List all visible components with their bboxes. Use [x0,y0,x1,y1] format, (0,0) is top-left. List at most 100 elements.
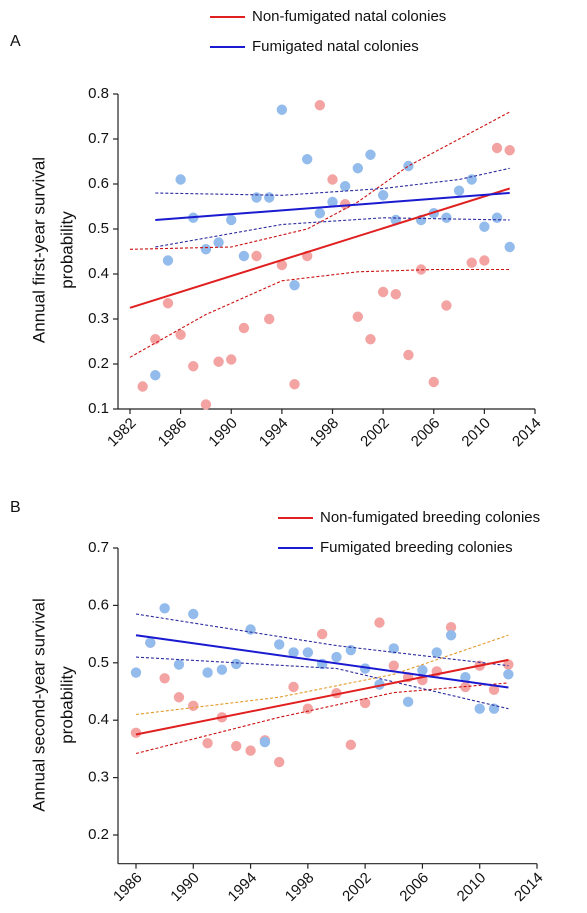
y-axis-label: Annual second-year survival [29,598,48,812]
data-point [339,199,351,210]
data-point [302,703,314,714]
x-tick-label: 2006 [396,869,432,905]
data-point [365,149,376,160]
data-point [202,737,213,749]
y-tick-label: 0.4 [88,711,109,728]
data-point [359,663,371,674]
data-point [288,647,299,658]
data-point [374,617,385,628]
data-point [491,212,503,223]
x-tick-label: 1982 [104,415,140,451]
data-point [188,361,199,372]
data-point [159,603,170,614]
data-point [162,255,174,266]
data-point [479,221,490,232]
y-tick-label: 0.4 [88,265,109,282]
data-point [200,399,212,410]
trend-line [135,634,509,689]
confidence-line [135,682,509,755]
data-point [314,208,326,219]
data-point [377,286,389,298]
data-point [388,660,399,671]
data-point [352,311,364,322]
confidence-line [129,111,510,250]
data-point [213,356,224,367]
y-axis-label: Annual first-year survival [29,157,48,343]
x-tick-label: 2006 [408,415,444,451]
y-axis-label: probability [57,211,76,289]
data-point [264,192,275,203]
data-point [466,174,477,185]
x-tick-label: 1986 [155,415,191,451]
data-point [276,104,288,115]
data-point [216,664,228,675]
data-point [213,237,224,248]
data-point [289,379,300,390]
data-point [251,250,262,262]
x-tick-label: 2002 [339,869,375,905]
x-tick-label: 1998 [307,415,343,451]
data-point [302,647,314,658]
data-point [226,354,237,365]
y-tick-label: 0.7 [88,130,109,147]
data-point [173,659,185,670]
data-point [316,628,328,640]
data-point [173,692,185,703]
data-point [231,740,242,752]
data-point [445,630,457,641]
data-point [403,349,414,361]
data-point [314,100,326,111]
x-tick-label: 1998 [282,869,318,905]
confidence-line [135,656,509,710]
data-point [130,727,142,739]
data-point [238,322,250,334]
x-tick-label: 1994 [225,869,261,905]
y-tick-label: 0.1 [88,400,109,417]
panel-label: A [10,33,21,50]
data-point [466,257,477,268]
data-point [441,300,452,311]
legend-label: Fumigated breeding colonies [320,539,513,556]
data-point [479,255,490,266]
data-point [150,370,161,381]
data-point [390,289,401,300]
data-point [274,639,285,650]
data-point [251,192,262,203]
data-point [345,644,357,656]
legend-label: Fumigated natal colonies [252,38,419,55]
data-point [200,244,212,255]
y-tick-label: 0.2 [88,355,109,372]
data-point [264,313,275,325]
panel-label: B [10,499,21,516]
data-point [175,329,186,340]
data-point [188,608,199,620]
data-point [289,280,300,291]
legend-label: Non-fumigated natal colonies [252,8,446,25]
x-tick-label: 2010 [458,415,494,451]
data-point [301,154,313,165]
confidence-line [135,613,509,667]
data-point [453,185,465,196]
data-point [441,212,452,223]
y-tick-label: 0.2 [88,826,109,843]
data-point [202,667,213,678]
data-point [162,298,174,309]
trend-line [155,192,510,221]
data-point [402,696,414,708]
data-point [431,647,442,658]
data-point [274,756,285,768]
data-point [504,145,515,156]
data-point [137,381,148,392]
trend-line [129,187,510,309]
confidence-line [135,634,509,716]
data-point [488,684,500,695]
data-point [359,697,371,709]
x-tick-label: 1990 [167,869,203,905]
data-point [130,667,142,678]
data-point [491,142,503,154]
trend-line [135,658,509,736]
x-tick-label: 2014 [509,415,545,451]
y-tick-label: 0.5 [88,654,109,671]
x-tick-label: 2014 [511,869,547,905]
x-tick-label: 2010 [454,869,490,905]
